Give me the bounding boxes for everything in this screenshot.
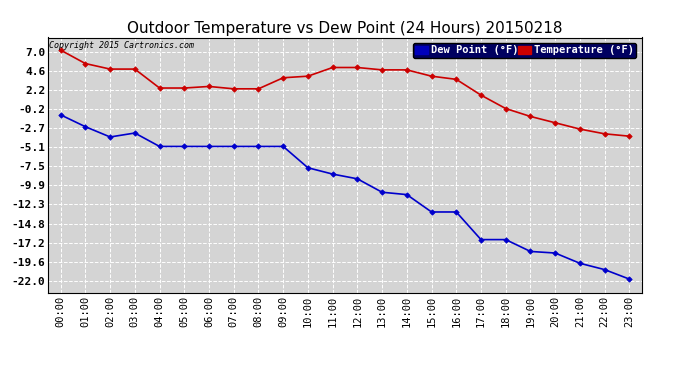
Legend: Dew Point (°F), Temperature (°F): Dew Point (°F), Temperature (°F) <box>413 43 636 58</box>
Text: Copyright 2015 Cartronics.com: Copyright 2015 Cartronics.com <box>50 41 195 50</box>
Title: Outdoor Temperature vs Dew Point (24 Hours) 20150218: Outdoor Temperature vs Dew Point (24 Hou… <box>127 21 563 36</box>
